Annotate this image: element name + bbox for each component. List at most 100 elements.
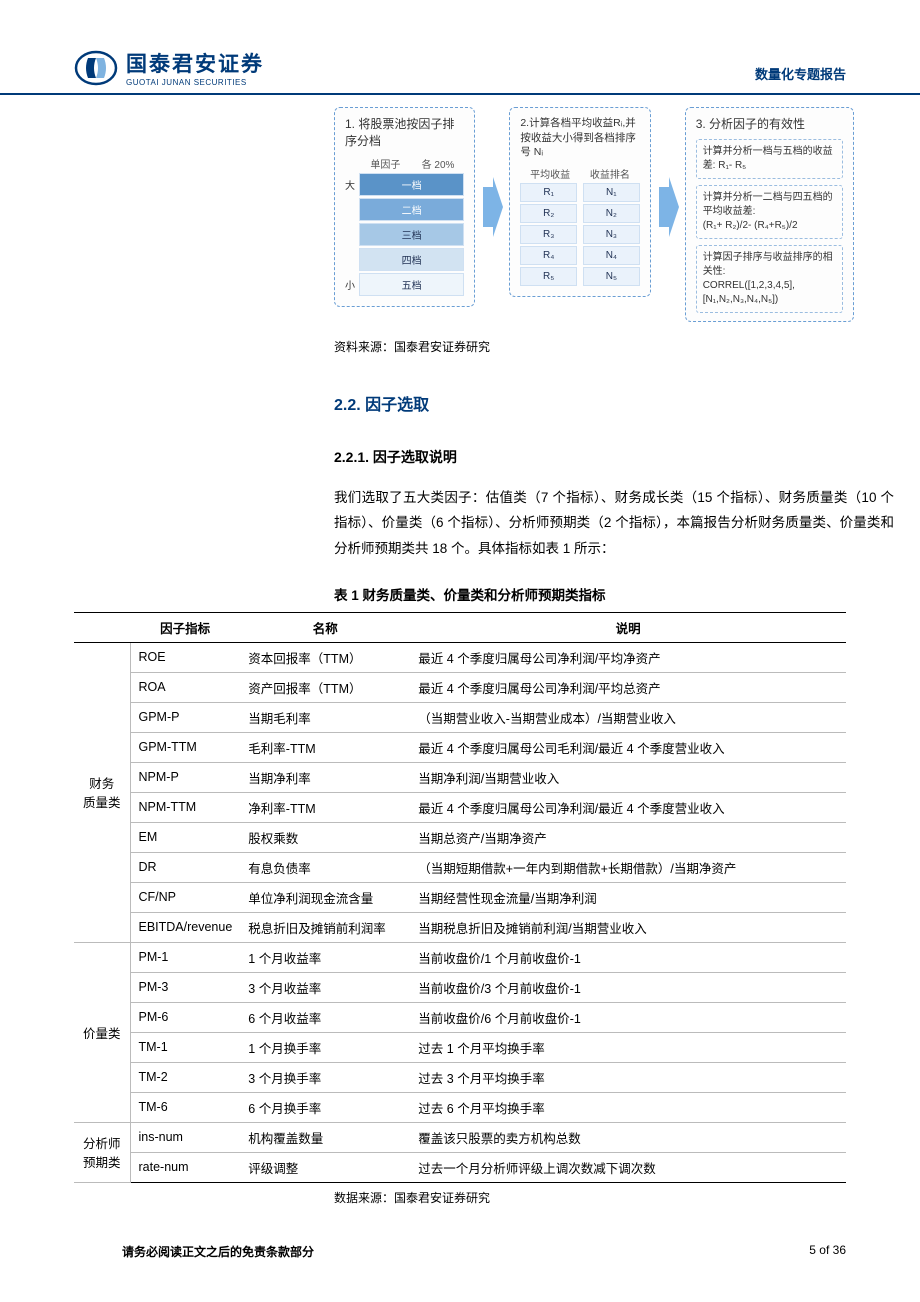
rank-cell: N₄ — [583, 246, 640, 265]
table-row: 价量类PM-11 个月收益率当前收盘价/1 个月前收盘价-1 — [74, 942, 846, 972]
name-cell: 净利率-TTM — [240, 792, 410, 822]
desc-cell: 过去 3 个月平均换手率 — [410, 1062, 846, 1092]
code-cell: TM-1 — [130, 1032, 240, 1062]
tier-cell: 三档 — [359, 223, 464, 246]
code-cell: ins-num — [130, 1122, 240, 1152]
rn-row: R₄ N₄ — [520, 246, 639, 265]
table-row: PM-33 个月收益率当前收盘价/3 个月前收盘价-1 — [74, 972, 846, 1002]
name-cell: 资本回报率（TTM） — [240, 642, 410, 672]
rank-cell: N₃ — [583, 225, 640, 244]
th-code: 因子指标 — [130, 612, 240, 642]
rank-cell: N₂ — [583, 204, 640, 223]
page-number: 5 of 36 — [809, 1243, 846, 1260]
return-cell: R₂ — [520, 204, 577, 223]
paragraph-factor-selection: 我们选取了五大类因子：估值类（7 个指标）、财务成长类（15 个指标）、财务质量… — [334, 485, 894, 562]
return-cell: R₁ — [520, 183, 577, 202]
table-row: GPM-TTM毛利率-TTM最近 4 个季度归属母公司毛利润/最近 4 个季度营… — [74, 732, 846, 762]
step2-col-left: 平均收益 — [520, 166, 580, 181]
category-cell: 价量类 — [74, 942, 130, 1122]
footer-disclaimer: 请务必阅读正文之后的免责条款部分 — [74, 1243, 314, 1260]
table-source: 数据来源：国泰君安证券研究 — [334, 1189, 846, 1206]
table-row: DR有息负债率（当期短期借款+一年内到期借款+长期借款）/当期净资产 — [74, 852, 846, 882]
name-cell: 3 个月换手率 — [240, 1062, 410, 1092]
code-cell: GPM-P — [130, 702, 240, 732]
tier-row: 二档 — [345, 198, 464, 221]
desc-cell: 当前收盘价/3 个月前收盘价-1 — [410, 972, 846, 1002]
desc-cell: 最近 4 个季度归属母公司净利润/平均总资产 — [410, 672, 846, 702]
desc-cell: 当期净利润/当期营业收入 — [410, 762, 846, 792]
desc-cell: 当前收盘价/1 个月前收盘价-1 — [410, 942, 846, 972]
code-cell: EM — [130, 822, 240, 852]
table-row: TM-11 个月换手率过去 1 个月平均换手率 — [74, 1032, 846, 1062]
name-cell: 1 个月换手率 — [240, 1032, 410, 1062]
methodology-diagram: 1. 将股票池按因子排序分档 单因子 各 20% 大一档二档三档四档小五档 2.… — [334, 107, 854, 322]
th-desc: 说明 — [410, 612, 846, 642]
code-cell: PM-1 — [130, 942, 240, 972]
code-cell: EBITDA/revenue — [130, 912, 240, 942]
desc-cell: （当期营业收入-当期营业成本）/当期营业收入 — [410, 702, 846, 732]
diagram-step-2: 2.计算各档平均收益Rᵢ,并按收益大小得到各档排序号 Nᵢ 平均收益 收益排名 … — [509, 107, 650, 297]
step1-col-right: 各 20% — [412, 156, 465, 171]
arrow-2 — [657, 107, 679, 247]
rank-cell: N₁ — [583, 183, 640, 202]
table-row: EBITDA/revenue税息折旧及摊销前利润率当期税息折旧及摊销前利润/当期… — [74, 912, 846, 942]
rn-row: R₁ N₁ — [520, 183, 639, 202]
return-cell: R₅ — [520, 267, 577, 286]
desc-cell: 过去 6 个月平均换手率 — [410, 1092, 846, 1122]
code-cell: NPM-TTM — [130, 792, 240, 822]
rn-row: R₅N₅ — [520, 267, 639, 286]
desc-cell: 过去 1 个月平均换手率 — [410, 1032, 846, 1062]
page-header: 国泰君安证券 GUOTAI JUNAN SECURITIES 数量化专题报告 — [0, 0, 920, 95]
step2-col-right: 收益排名 — [580, 166, 640, 181]
category-cell: 分析师 预期类 — [74, 1122, 130, 1182]
step2-title: 2.计算各档平均收益Rᵢ,并按收益大小得到各档排序号 Nᵢ — [520, 116, 639, 160]
table-row: rate-num评级调整过去一个月分析师评级上调次数减下调次数 — [74, 1152, 846, 1182]
diagram-step-1: 1. 将股票池按因子排序分档 单因子 各 20% 大一档二档三档四档小五档 — [334, 107, 475, 307]
table-row: 分析师 预期类ins-num机构覆盖数量覆盖该只股票的卖方机构总数 — [74, 1122, 846, 1152]
code-cell: PM-3 — [130, 972, 240, 1002]
logo-icon — [74, 50, 118, 86]
factor-indicator-table: 因子指标 名称 说明 财务 质量类ROE资本回报率（TTM）最近 4 个季度归属… — [74, 612, 846, 1183]
desc-cell: 最近 4 个季度归属母公司净利润/平均净资产 — [410, 642, 846, 672]
code-cell: rate-num — [130, 1152, 240, 1182]
return-cell: R₄ — [520, 246, 577, 265]
code-cell: NPM-P — [130, 762, 240, 792]
name-cell: 股权乘数 — [240, 822, 410, 852]
code-cell: DR — [130, 852, 240, 882]
code-cell: ROE — [130, 642, 240, 672]
table-header-row: 因子指标 名称 说明 — [74, 612, 846, 642]
arrow-1 — [481, 107, 503, 247]
tier-row: 小五档 — [345, 273, 464, 296]
return-cell: R₃ — [520, 225, 577, 244]
name-cell: 机构覆盖数量 — [240, 1122, 410, 1152]
diagram-step-3: 3. 分析因子的有效性 计算并分析一档与五档的收益差: R₁- R₅ 计算并分析… — [685, 107, 854, 322]
desc-cell: 最近 4 个季度归属母公司净利润/最近 4 个季度营业收入 — [410, 792, 846, 822]
th-category — [74, 612, 130, 642]
desc-cell: 当期总资产/当期净资产 — [410, 822, 846, 852]
analysis-2: 计算并分析一二档与四五档的平均收益差: (R₁+ R₂)/2- (R₄+R₅)/… — [696, 185, 843, 239]
table-row: NPM-TTM净利率-TTM最近 4 个季度归属母公司净利润/最近 4 个季度营… — [74, 792, 846, 822]
tier-cell: 一档 — [359, 173, 464, 196]
desc-cell: 过去一个月分析师评级上调次数减下调次数 — [410, 1152, 846, 1182]
name-cell: 3 个月收益率 — [240, 972, 410, 1002]
page-footer: 请务必阅读正文之后的免责条款部分 5 of 36 — [74, 1243, 846, 1260]
table-row: EM股权乘数当期总资产/当期净资产 — [74, 822, 846, 852]
section-2-2-1-title: 2.2.1. 因子选取说明 — [334, 447, 846, 467]
desc-cell: 当期税息折旧及摊销前利润/当期营业收入 — [410, 912, 846, 942]
table-row: PM-66 个月收益率当前收盘价/6 个月前收盘价-1 — [74, 1002, 846, 1032]
th-name: 名称 — [240, 612, 410, 642]
company-logo: 国泰君安证券 GUOTAI JUNAN SECURITIES — [74, 48, 264, 87]
section-2-2-title: 2.2. 因子选取 — [334, 391, 846, 415]
tier-cell: 五档 — [359, 273, 464, 296]
step1-title: 1. 将股票池按因子排序分档 — [345, 116, 464, 150]
code-cell: ROA — [130, 672, 240, 702]
code-cell: CF/NP — [130, 882, 240, 912]
tier-side-label: 小 — [345, 277, 359, 292]
table-row: 财务 质量类ROE资本回报率（TTM）最近 4 个季度归属母公司净利润/平均净资… — [74, 642, 846, 672]
page-content: 1. 将股票池按因子排序分档 单因子 各 20% 大一档二档三档四档小五档 2.… — [0, 95, 920, 1206]
code-cell: PM-6 — [130, 1002, 240, 1032]
table-row: CF/NP单位净利润现金流含量当期经营性现金流量/当期净利润 — [74, 882, 846, 912]
table-row: GPM-P当期毛利率（当期营业收入-当期营业成本）/当期营业收入 — [74, 702, 846, 732]
table-row: TM-66 个月换手率过去 6 个月平均换手率 — [74, 1092, 846, 1122]
tier-side-label: 大 — [345, 177, 359, 192]
